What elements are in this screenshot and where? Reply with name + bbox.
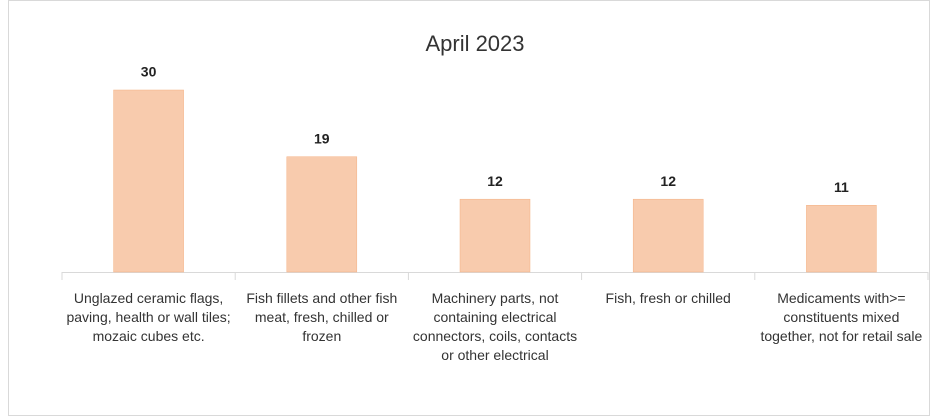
data-label: 19 [314,130,330,146]
x-tick-label: Fish, fresh or chilled [605,290,731,306]
x-tick-label: Fish fillets and other fish meat, fresh,… [246,290,398,344]
data-label: 12 [660,173,676,189]
bar [632,198,704,273]
data-label: 30 [141,64,157,80]
x-tick-label: Medicaments with>= constituents mixed to… [760,290,923,344]
bar [459,198,531,273]
bar [806,205,877,273]
x-tick-label: Unglazed ceramic flags, paving, health o… [66,290,231,344]
bar [286,156,358,273]
data-label: 12 [487,173,503,189]
chart-title: April 2023 [425,31,524,56]
data-label: 11 [834,179,849,195]
x-tick-label: Machinery parts, not containing electric… [412,290,578,363]
bar [113,89,184,273]
